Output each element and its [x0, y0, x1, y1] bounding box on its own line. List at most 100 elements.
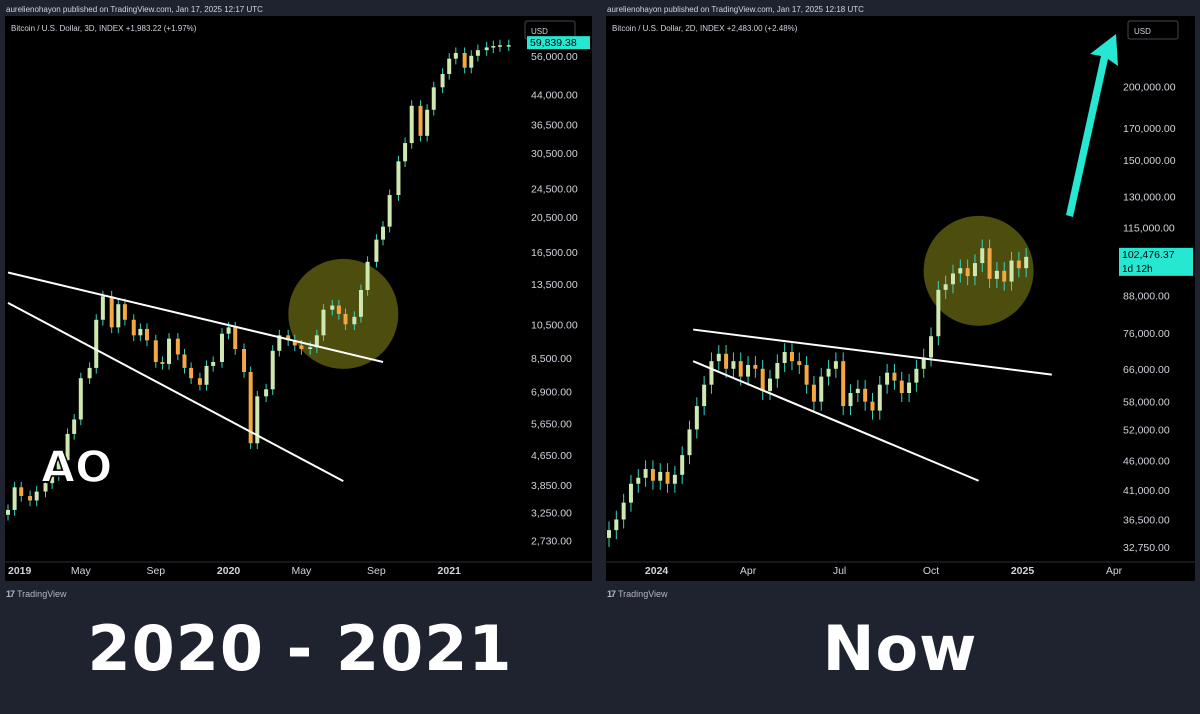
- x-tick-label: Jul: [833, 565, 846, 577]
- candle-body: [175, 338, 180, 355]
- candle-body: [365, 261, 370, 291]
- candle-body: [94, 319, 99, 368]
- tradingview-brand[interactable]: 17 TradingView: [6, 589, 67, 599]
- right-price-chart[interactable]: 32,750.00 36,500.00 41,000.00 46,000.00 52,0…: [606, 16, 1195, 581]
- candle-body: [621, 502, 626, 520]
- candle-body: [475, 50, 480, 56]
- candle-body: [497, 45, 502, 47]
- x-tick-label: 2021: [438, 565, 462, 577]
- candle-body: [877, 384, 882, 411]
- y-tick-label: 3,850.00: [531, 480, 572, 492]
- y-tick-label: 52,000.00: [1123, 424, 1170, 436]
- x-tick-label: 2025: [1011, 565, 1035, 577]
- candle-body: [950, 273, 955, 285]
- candle-body: [614, 519, 619, 531]
- candle-body: [665, 471, 670, 484]
- left-price-chart[interactable]: 2,730.00 3,250.00 3,850.00 4,650.00 5,650.00…: [5, 16, 592, 581]
- candle-body: [396, 161, 401, 196]
- candle-body: [694, 406, 699, 430]
- candle-body: [687, 429, 692, 456]
- y-tick-label: 130,000.00: [1123, 191, 1176, 203]
- y-tick-label: 88,000.00: [1123, 291, 1170, 303]
- y-tick-label: 36,500.00: [531, 119, 578, 131]
- candle-body: [833, 361, 838, 369]
- candle-body: [987, 248, 992, 279]
- candle-body: [848, 393, 853, 407]
- candle-body: [462, 52, 467, 68]
- candle-body: [841, 361, 846, 407]
- y-tick-label: 5,650.00: [531, 419, 572, 431]
- candle-body: [746, 364, 751, 377]
- x-tick-label: Oct: [923, 565, 939, 577]
- candle-body: [709, 361, 714, 385]
- candle-body: [1016, 260, 1021, 269]
- candle-body: [255, 396, 260, 444]
- candle-body: [321, 309, 326, 336]
- y-tick-label: 46,000.00: [1123, 456, 1170, 468]
- tradingview-brand-label: TradingView: [618, 589, 668, 599]
- candle-body: [418, 105, 423, 136]
- candle-body: [440, 73, 445, 88]
- candle-body: [56, 460, 61, 476]
- candle-body: [6, 509, 10, 515]
- candle-body: [863, 388, 868, 402]
- candle-body: [811, 384, 816, 402]
- tradingview-brand[interactable]: 17 TradingView: [607, 589, 668, 599]
- candle-body: [138, 328, 143, 336]
- candle-body: [826, 368, 831, 377]
- candle-body: [929, 336, 934, 358]
- candle-body: [716, 353, 721, 362]
- candle-body: [28, 495, 33, 501]
- candle-body: [943, 284, 948, 290]
- candle-body: [330, 305, 335, 310]
- y-tick-label: 76,000.00: [1123, 328, 1170, 340]
- candle-body: [804, 364, 809, 385]
- candle-body: [78, 378, 83, 420]
- x-tick-label: Sep: [367, 565, 386, 577]
- candle-body: [819, 376, 824, 402]
- candle-body: [109, 296, 114, 328]
- y-tick-label: 30,500.00: [531, 148, 578, 160]
- ao-watermark: AO: [41, 442, 112, 493]
- candle-body: [116, 304, 121, 328]
- candle-body: [907, 382, 912, 394]
- candle-body: [1024, 256, 1029, 269]
- candle-body: [387, 195, 392, 227]
- candle-body: [336, 305, 341, 314]
- candle-body: [994, 270, 999, 279]
- candle-body: [277, 335, 282, 351]
- caption-right: Now: [822, 612, 978, 685]
- y-tick-label: 8,500.00: [531, 353, 572, 365]
- candle-body: [425, 109, 430, 136]
- candle-body: [34, 491, 39, 501]
- candle-body: [352, 316, 357, 325]
- y-tick-label: 66,000.00: [1123, 364, 1170, 376]
- x-tick-label: May: [71, 565, 92, 577]
- y-tick-label: 150,000.00: [1123, 155, 1176, 167]
- candle-body: [131, 319, 136, 336]
- currency-label: USD: [531, 27, 548, 36]
- candle-body: [167, 338, 172, 364]
- candle-body: [789, 351, 794, 362]
- candle-body: [248, 371, 253, 444]
- candle-body: [892, 372, 897, 381]
- candle-body: [381, 226, 386, 240]
- candle-body: [270, 350, 275, 390]
- candle-body: [12, 487, 17, 510]
- candle-body: [211, 361, 216, 366]
- candle-body: [233, 327, 238, 350]
- candle-body: [358, 290, 363, 317]
- candle-body: [731, 361, 736, 369]
- candle-body: [50, 475, 55, 484]
- upward-arrow-icon: [1066, 34, 1118, 217]
- chart-legend: Bitcoin / U.S. Dollar, 2D, INDEX +2,483.…: [612, 24, 798, 33]
- candle-body: [506, 45, 511, 47]
- candle-body: [431, 87, 436, 110]
- candle-body: [308, 347, 313, 350]
- y-tick-label: 10,500.00: [531, 319, 578, 331]
- candle-body: [885, 372, 890, 385]
- x-tick-label: 2020: [217, 565, 241, 577]
- y-tick-label: 200,000.00: [1123, 82, 1176, 94]
- candle-body: [972, 263, 977, 277]
- countdown-label: 1d 12h: [1122, 264, 1153, 275]
